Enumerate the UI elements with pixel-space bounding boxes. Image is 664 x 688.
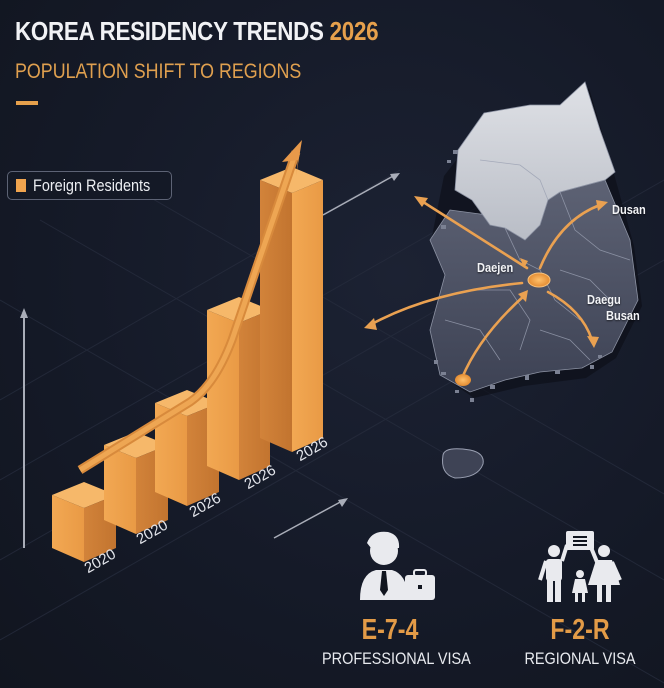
visa-professional: E-7-4 PROFESSIONAL VISA bbox=[310, 614, 471, 669]
legend-label: Foreign Residents bbox=[33, 175, 151, 195]
city-label-busan: Busan bbox=[606, 308, 640, 323]
bar-5[interactable] bbox=[260, 167, 323, 452]
x-axis-arrow bbox=[273, 498, 348, 539]
visa-regional: F-2-R REGIONAL VISA bbox=[505, 614, 655, 669]
connector-arrow bbox=[322, 173, 400, 216]
jeju-island bbox=[442, 448, 484, 479]
visa-code: F-2-R bbox=[550, 614, 610, 646]
origin-marker bbox=[455, 374, 471, 386]
bar-group bbox=[52, 167, 323, 562]
trend-arrow bbox=[77, 140, 302, 474]
chart-legend: Foreign Residents bbox=[7, 171, 172, 200]
page-subtitle: POPULATION SHIFT TO REGIONS bbox=[15, 60, 302, 83]
visa-name: REGIONAL VISA bbox=[524, 649, 636, 668]
businessman-briefcase-icon bbox=[360, 531, 435, 600]
city-label-dusan: Dusan bbox=[612, 202, 646, 217]
city-label-daegu: Daegu bbox=[587, 292, 621, 307]
visa-name: PROFESSIONAL VISA bbox=[322, 649, 471, 668]
migration-arrowheads bbox=[364, 196, 608, 348]
legend-swatch bbox=[16, 179, 27, 192]
title-text: KOREA RESIDENCY TRENDS bbox=[15, 16, 330, 46]
city-label-daejen: Daejen bbox=[477, 260, 514, 275]
hub-marker bbox=[527, 272, 551, 288]
page-title: KOREA RESIDENCY TRENDS 2026 bbox=[15, 16, 379, 47]
title-year: 2026 bbox=[329, 16, 379, 46]
accent-divider bbox=[16, 101, 38, 105]
family-document-icon bbox=[538, 531, 622, 602]
islands bbox=[434, 150, 602, 402]
visa-code: E-7-4 bbox=[361, 614, 419, 646]
y-axis-arrow bbox=[20, 308, 28, 548]
migration-arrows bbox=[368, 198, 602, 380]
